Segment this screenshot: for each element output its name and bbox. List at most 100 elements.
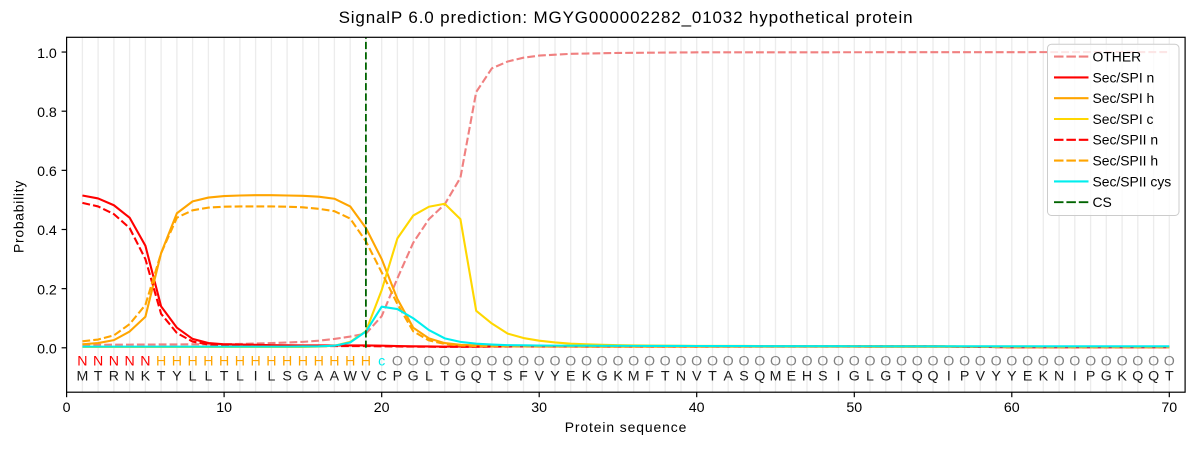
- svg-text:O: O: [770, 354, 781, 370]
- svg-text:Q: Q: [471, 369, 482, 385]
- svg-text:H: H: [266, 354, 276, 370]
- svg-text:Sec/SPII h: Sec/SPII h: [1093, 153, 1159, 169]
- svg-text:O: O: [1022, 354, 1033, 370]
- svg-text:O: O: [912, 354, 923, 370]
- svg-text:L: L: [189, 369, 197, 385]
- svg-text:K: K: [613, 369, 623, 385]
- svg-text:L: L: [425, 369, 433, 385]
- svg-text:N: N: [124, 354, 134, 370]
- svg-text:N: N: [77, 354, 87, 370]
- svg-text:R: R: [109, 369, 119, 385]
- svg-text:10: 10: [216, 400, 232, 416]
- svg-text:F: F: [519, 369, 528, 385]
- svg-text:G: G: [849, 369, 860, 385]
- svg-text:Q: Q: [912, 369, 923, 385]
- svg-text:T: T: [440, 369, 449, 385]
- svg-text:C: C: [377, 369, 387, 385]
- svg-text:O: O: [534, 354, 545, 370]
- svg-text:G: G: [408, 369, 419, 385]
- svg-text:H: H: [361, 354, 371, 370]
- svg-text:O: O: [738, 354, 749, 370]
- svg-text:O: O: [518, 354, 529, 370]
- svg-text:H: H: [282, 354, 292, 370]
- svg-text:G: G: [880, 369, 891, 385]
- svg-text:V: V: [361, 369, 371, 385]
- svg-text:O: O: [565, 354, 576, 370]
- svg-text:N: N: [1054, 369, 1064, 385]
- svg-text:O: O: [644, 354, 655, 370]
- svg-text:H: H: [219, 354, 229, 370]
- svg-text:T: T: [1165, 369, 1174, 385]
- svg-text:H: H: [314, 354, 324, 370]
- svg-text:O: O: [801, 354, 812, 370]
- svg-text:E: E: [1023, 369, 1032, 385]
- svg-text:O: O: [549, 354, 560, 370]
- svg-text:N: N: [676, 369, 686, 385]
- svg-text:O: O: [959, 354, 970, 370]
- svg-text:H: H: [156, 354, 166, 370]
- svg-text:O: O: [975, 354, 986, 370]
- svg-text:H: H: [802, 369, 812, 385]
- svg-text:Y: Y: [550, 369, 560, 385]
- svg-text:Y: Y: [1007, 369, 1017, 385]
- svg-text:O: O: [1038, 354, 1049, 370]
- svg-text:L: L: [236, 369, 244, 385]
- svg-text:P: P: [960, 369, 969, 385]
- svg-text:O: O: [896, 354, 907, 370]
- svg-text:G: G: [1101, 369, 1112, 385]
- svg-text:H: H: [298, 354, 308, 370]
- svg-text:SignalP 6.0 prediction: MGYG00: SignalP 6.0 prediction: MGYG000002282_01…: [339, 8, 914, 27]
- svg-text:V: V: [692, 369, 702, 385]
- svg-text:I: I: [1073, 369, 1077, 385]
- svg-text:N: N: [93, 354, 103, 370]
- svg-text:L: L: [866, 369, 874, 385]
- svg-text:O: O: [1085, 354, 1096, 370]
- svg-text:O: O: [660, 354, 671, 370]
- svg-text:O: O: [471, 354, 482, 370]
- svg-text:O: O: [817, 354, 828, 370]
- svg-text:Y: Y: [991, 369, 1001, 385]
- svg-text:N: N: [140, 354, 150, 370]
- svg-text:O: O: [927, 354, 938, 370]
- svg-text:G: G: [597, 369, 608, 385]
- svg-text:Q: Q: [1132, 369, 1143, 385]
- svg-text:Sec/SPI n: Sec/SPI n: [1093, 69, 1155, 85]
- svg-text:H: H: [172, 354, 182, 370]
- svg-text:T: T: [220, 369, 229, 385]
- svg-text:O: O: [502, 354, 513, 370]
- svg-text:H: H: [187, 354, 197, 370]
- svg-text:M: M: [770, 369, 782, 385]
- svg-text:S: S: [282, 369, 291, 385]
- svg-text:P: P: [1086, 369, 1095, 385]
- svg-text:E: E: [566, 369, 575, 385]
- svg-text:O: O: [486, 354, 497, 370]
- svg-text:60: 60: [1004, 400, 1020, 416]
- svg-text:1.0: 1.0: [37, 46, 57, 62]
- svg-text:K: K: [1039, 369, 1049, 385]
- svg-text:O: O: [1132, 354, 1143, 370]
- svg-text:M: M: [76, 369, 88, 385]
- svg-text:K: K: [141, 369, 151, 385]
- svg-text:O: O: [628, 354, 639, 370]
- svg-text:O: O: [423, 354, 434, 370]
- svg-text:L: L: [204, 369, 212, 385]
- svg-text:F: F: [645, 369, 654, 385]
- svg-text:I: I: [254, 369, 258, 385]
- svg-text:O: O: [1069, 354, 1080, 370]
- svg-text:T: T: [94, 369, 103, 385]
- svg-text:S: S: [503, 369, 512, 385]
- svg-text:0.6: 0.6: [37, 164, 57, 180]
- svg-text:20: 20: [374, 400, 390, 416]
- svg-text:T: T: [897, 369, 906, 385]
- svg-text:0.4: 0.4: [37, 223, 57, 239]
- svg-text:Q: Q: [1148, 369, 1159, 385]
- svg-text:O: O: [1054, 354, 1065, 370]
- svg-text:O: O: [786, 354, 797, 370]
- svg-text:0.2: 0.2: [37, 282, 57, 298]
- svg-text:O: O: [612, 354, 623, 370]
- svg-text:M: M: [628, 369, 640, 385]
- svg-text:Sec/SPI h: Sec/SPI h: [1093, 90, 1155, 106]
- svg-text:O: O: [723, 354, 734, 370]
- svg-text:H: H: [345, 354, 355, 370]
- svg-text:O: O: [691, 354, 702, 370]
